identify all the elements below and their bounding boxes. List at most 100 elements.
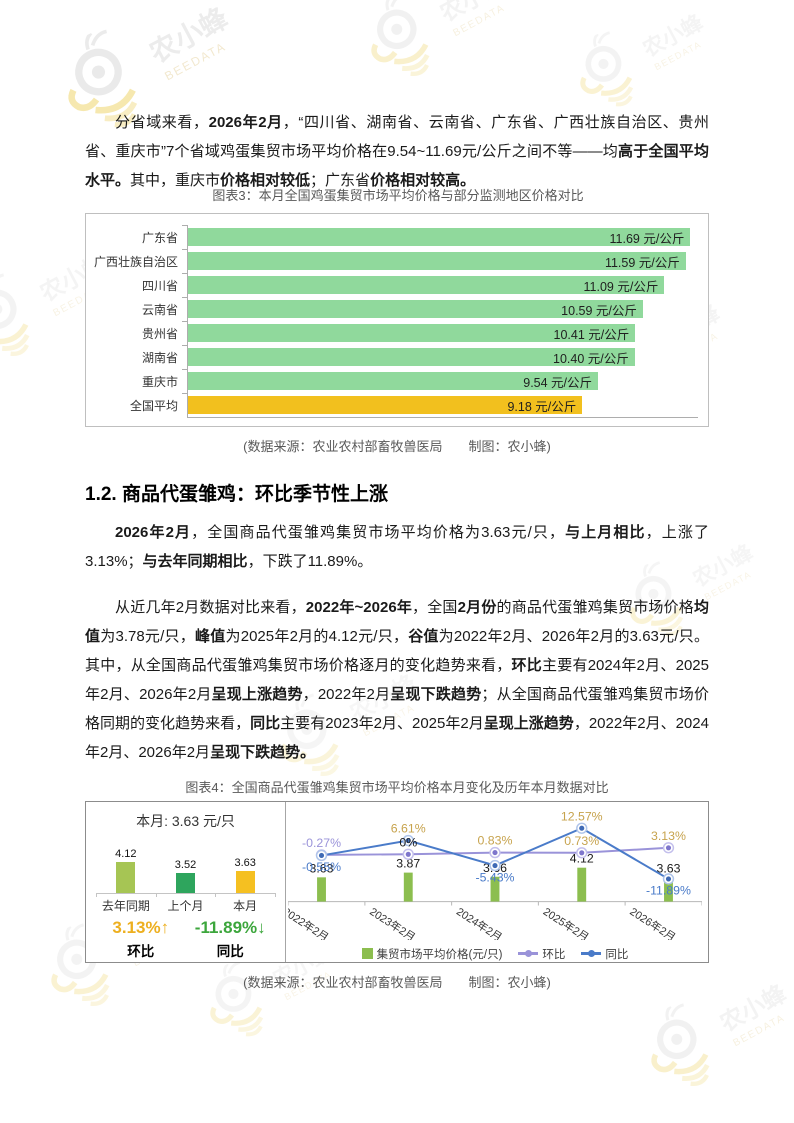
svg-text:-5.43%: -5.43% <box>475 870 514 884</box>
chart3-bar-national-average: 9.18 元/公斤 <box>188 396 583 414</box>
mom-change-value: 3.13%↑ <box>112 918 170 937</box>
svg-text:2023年2月: 2023年2月 <box>367 904 418 940</box>
svg-text:BEEDATA: BEEDATA <box>162 39 228 83</box>
intro-paragraph: 分省域来看，2026年2月，“四川省、湖南省、云南省、广东省、广西壮族自治区、贵… <box>85 114 709 189</box>
chart3-category-label: 云南省 <box>141 302 178 317</box>
svg-text:农小蜂: 农小蜂 <box>714 980 790 1037</box>
chart3-bar-row: 广东省 11.69 元/公斤 <box>86 225 698 249</box>
chart3-bar-row: 全国平均 9.18 元/公斤 <box>86 393 698 417</box>
svg-text:3.63: 3.63 <box>310 861 334 875</box>
summary-bar-value: 3.63 <box>234 857 256 869</box>
summary-bar-column: 4.12 <box>96 835 156 893</box>
chart4-source-note: (数据来源：农业农村部畜牧兽医局 制图：农小蜂) <box>243 975 551 990</box>
summary-bar-column: 3.63 <box>215 835 275 893</box>
legend-item-mom: 环比 <box>518 946 565 962</box>
chart3-bar-row: 云南省 10.59 元/公斤 <box>86 297 698 321</box>
section-heading: 1.2. 商品代蛋雏鸡：环比季节性上涨 <box>85 484 388 505</box>
chart3-title: 图表3：本月全国鸡蛋集贸市场平均价格与部分监测地区价格对比 <box>212 188 584 203</box>
summary-change-values: 3.13%↑ -11.89%↓ <box>96 918 275 938</box>
trend-combo-chart: 3.633.873.664.123.63-0.27%0%0.83%0.73%3.… <box>280 806 703 945</box>
legend-item-yoy: 同比 <box>581 946 628 962</box>
svg-text:6.61%: 6.61% <box>391 822 426 836</box>
chart3-category-label: 四川省 <box>141 278 178 293</box>
summary-bar-label: 上个月 <box>167 899 204 913</box>
svg-text:-11.89%: -11.89% <box>646 884 691 898</box>
yoy-label: 同比 <box>216 944 244 959</box>
svg-text:-0.27%: -0.27% <box>302 836 341 850</box>
summary-bar-label: 去年同期 <box>101 899 150 913</box>
svg-text:3.13%: 3.13% <box>651 829 686 843</box>
chart3-bar-row: 广西壮族自治区 11.59 元/公斤 <box>86 249 698 273</box>
svg-text:12.57%: 12.57% <box>561 809 603 823</box>
chart3-bars: 广东省 11.69 元/公斤 广西壮族自治区 11.59 元/公斤 四川省 11.09 元… <box>86 225 698 417</box>
legend-price-label: 集贸市场平均价格(元/只) <box>376 948 503 961</box>
legend-mom-label: 环比 <box>542 948 566 961</box>
svg-text:3.87: 3.87 <box>396 857 420 871</box>
svg-text:4.12: 4.12 <box>570 852 594 866</box>
egg-price-chart: 图表3：本月全国鸡蛋集贸市场平均价格与部分监测地区价格对比 广东省 11.69 元… <box>85 188 709 427</box>
chart3-bar: 11.59 元/公斤 <box>188 252 686 270</box>
svg-text:农小蜂: 农小蜂 <box>434 0 510 27</box>
svg-text:农小蜂: 农小蜂 <box>638 10 708 62</box>
chart3-category-label: 广东省 <box>141 230 178 245</box>
chart3-category-label: 全国平均 <box>129 398 178 413</box>
svg-text:-0.55%: -0.55% <box>302 860 341 874</box>
chart3-category-label: 广西壮族自治区 <box>93 254 178 269</box>
summary-bar-column: 3.52 <box>156 835 216 893</box>
chart4-title: 图表4：全国商品代蛋雏鸡集贸市场平均价格本月变化及历年本月数据对比 <box>185 780 609 795</box>
summary-mini-bars: 4.12 3.52 3.63 <box>96 835 276 897</box>
svg-text:2025年2月: 2025年2月 <box>541 904 592 940</box>
price-series-swatch <box>361 948 373 959</box>
svg-text:2022年2月: 2022年2月 <box>288 904 332 940</box>
chick-price-chart: 本月: 3.63 元/只 4.12 3.52 3.63 去年同期 上个月 本月 3.13… <box>85 801 709 963</box>
legend-item-price: 集贸市场平均价格(元/只) <box>361 946 503 962</box>
chart4-summary-panel: 本月: 3.63 元/只 4.12 3.52 3.63 去年同期 上个月 本月 3.13… <box>86 802 286 962</box>
summary-bar-label: 本月 <box>233 899 258 913</box>
chart3-category-label: 贵州省 <box>141 326 178 341</box>
chart3-bar-row: 四川省 11.09 元/公斤 <box>86 273 698 297</box>
summary-bar <box>235 871 255 893</box>
chart3-category-label: 重庆市 <box>141 374 178 389</box>
svg-text:农小蜂: 农小蜂 <box>145 2 234 69</box>
chart3-bar: 10.59 元/公斤 <box>188 300 643 318</box>
yoy-series-swatch <box>581 949 602 957</box>
chart3-bar-row: 贵州省 10.41 元/公斤 <box>86 321 698 345</box>
chart4-legend: 集贸市场平均价格(元/只) 环比 同比 <box>288 945 702 962</box>
mom-label: 环比 <box>127 944 155 959</box>
chart3-source-note: (数据来源：农业农村部畜牧兽医局 制图：农小蜂) <box>243 439 551 454</box>
svg-text:0%: 0% <box>399 835 417 849</box>
legend-yoy-label: 同比 <box>605 948 629 961</box>
chart3-bar: 9.54 元/公斤 <box>188 372 599 390</box>
summary-bar <box>116 862 136 893</box>
month-summary-paragraph: 2026年2月，全国商品代蛋雏鸡集贸市场平均价格为3.63元/只，与上月相比，上… <box>85 524 709 570</box>
summary-bar <box>176 873 195 893</box>
svg-text:BEEDATA: BEEDATA <box>451 3 507 40</box>
summary-change-names: 环比 同比 <box>96 940 275 960</box>
chart3-bar: 10.41 元/公斤 <box>188 324 636 342</box>
chart3-bar-row: 重庆市 9.54 元/公斤 <box>86 369 698 393</box>
svg-text:2024年2月: 2024年2月 <box>454 904 505 940</box>
chart3-bar: 10.40 元/公斤 <box>188 348 635 366</box>
svg-text:0.83%: 0.83% <box>478 834 513 848</box>
chart4-trend-panel: 3.633.873.664.123.63-0.27%0%0.83%0.73%3.… <box>280 802 708 962</box>
summary-bar-value: 3.52 <box>174 859 197 871</box>
chart3-bar: 11.09 元/公斤 <box>188 276 665 294</box>
svg-text:BEEDATA: BEEDATA <box>703 569 753 602</box>
svg-text:0.73%: 0.73% <box>564 834 599 848</box>
svg-text:BEEDATA: BEEDATA <box>731 1013 787 1050</box>
chart3-bar-row: 湖南省 10.40 元/公斤 <box>86 345 698 369</box>
chart3-bar: 11.69 元/公斤 <box>188 228 691 246</box>
summary-bar-value: 4.12 <box>115 848 137 860</box>
current-month-price: 本月: 3.63 元/只 <box>136 813 235 829</box>
yoy-change-value: -11.89%↓ <box>194 918 266 937</box>
svg-text:3.63: 3.63 <box>657 861 681 875</box>
chart3-category-label: 湖南省 <box>141 350 178 365</box>
summary-bar-labels: 去年同期 上个月 本月 <box>96 897 275 914</box>
mom-series-swatch <box>518 949 539 957</box>
trend-analysis-paragraph: 从近几年2月数据对比来看，2022年~2026年，全国2月份的商品代蛋雏鸡集贸市… <box>85 599 710 761</box>
svg-text:2026年2月: 2026年2月 <box>627 904 678 940</box>
svg-text:BEEDATA: BEEDATA <box>653 39 703 72</box>
